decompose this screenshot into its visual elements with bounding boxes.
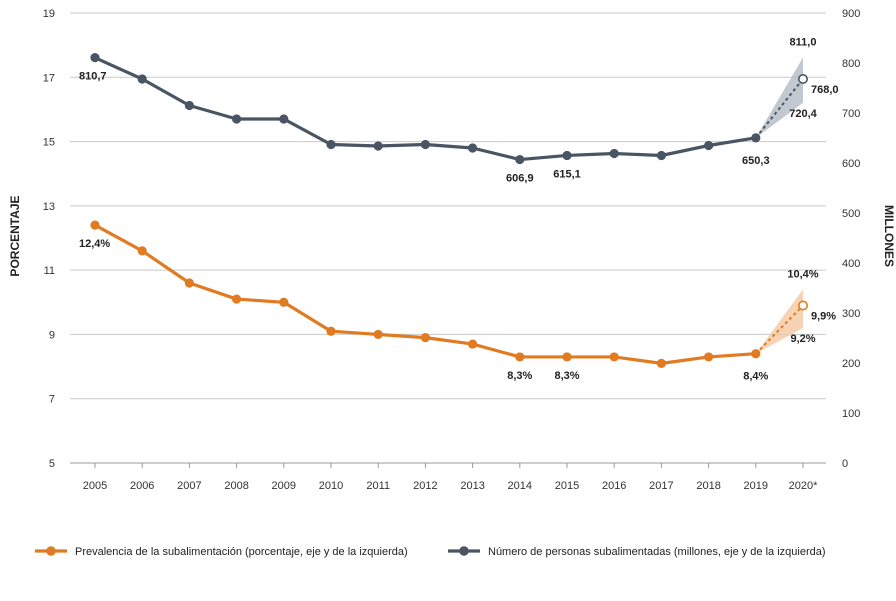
left-tick-label: 5 xyxy=(49,458,55,470)
legend: Prevalencia de la subalimentación (porce… xyxy=(35,546,826,558)
right-axis-label: MILLONES xyxy=(882,205,896,267)
data-point xyxy=(751,349,760,358)
series-points xyxy=(90,53,807,368)
left-tick-label: 17 xyxy=(43,72,55,84)
data-point xyxy=(138,74,147,83)
left-axis-label: PORCENTAJE xyxy=(8,195,22,276)
data-label: 8,3% xyxy=(554,370,579,382)
data-label: 606,9 xyxy=(506,173,534,185)
x-tick-label: 2020* xyxy=(789,480,818,492)
data-point xyxy=(657,359,666,368)
legend-label: Número de personas subalimentadas (millo… xyxy=(488,546,826,558)
x-axis-ticks: 2005 2006 2007 2008 2009 2010 2011 2012 2013 2014… xyxy=(83,463,818,492)
left-tick-label: 13 xyxy=(43,201,55,213)
right-tick-label: 700 xyxy=(842,108,860,120)
data-point xyxy=(279,298,288,307)
series-line xyxy=(95,225,756,363)
data-label: 768,0 xyxy=(811,84,839,96)
left-tick-label: 19 xyxy=(43,8,55,20)
data-label: 9,2% xyxy=(790,333,815,345)
right-axis-ticks: 900 800 700 600 500 400 300 200 100 0 xyxy=(842,8,860,470)
data-labels: 810,7 606,9 615,1 650,3 811,0 768,0 720,4 12,4%… xyxy=(79,37,839,383)
left-tick-label: 11 xyxy=(44,265,55,277)
data-label: 650,3 xyxy=(742,155,770,167)
data-point xyxy=(421,140,430,149)
left-tick-label: 9 xyxy=(49,329,55,341)
data-label: 12,4% xyxy=(79,238,110,250)
x-tick-label: 2019 xyxy=(744,480,768,492)
data-point xyxy=(421,333,430,342)
data-point xyxy=(515,155,524,164)
projection-point xyxy=(799,75,807,83)
data-point xyxy=(90,53,99,62)
data-point xyxy=(657,151,666,160)
data-point xyxy=(279,114,288,123)
data-point xyxy=(515,352,524,361)
left-axis-ticks: 19 17 15 13 11 9 7 5 xyxy=(43,8,55,470)
x-tick-label: 2008 xyxy=(224,480,248,492)
data-point xyxy=(374,330,383,339)
data-label: 811,0 xyxy=(790,37,817,49)
right-tick-label: 900 xyxy=(842,8,860,20)
data-point xyxy=(562,151,571,160)
data-point xyxy=(468,143,477,152)
data-point xyxy=(704,352,713,361)
right-tick-label: 200 xyxy=(842,358,860,370)
x-tick-label: 2012 xyxy=(413,480,437,492)
data-point xyxy=(90,221,99,230)
data-point xyxy=(232,294,241,303)
data-point xyxy=(185,101,194,110)
data-label: 8,3% xyxy=(507,370,532,382)
x-tick-label: 2005 xyxy=(83,480,107,492)
right-tick-label: 400 xyxy=(842,258,860,270)
x-tick-label: 2016 xyxy=(602,480,626,492)
legend-swatch-dot xyxy=(46,546,56,556)
data-point xyxy=(610,352,619,361)
data-point xyxy=(326,140,335,149)
data-point xyxy=(185,278,194,287)
right-tick-label: 100 xyxy=(842,408,860,420)
x-tick-label: 2009 xyxy=(272,480,296,492)
x-tick-label: 2014 xyxy=(508,480,532,492)
x-tick-label: 2006 xyxy=(130,480,154,492)
gridlines xyxy=(70,13,826,463)
data-label: 615,1 xyxy=(553,168,581,180)
right-tick-label: 500 xyxy=(842,208,860,220)
projection-band xyxy=(756,58,803,138)
data-label: 10,4% xyxy=(787,268,818,280)
legend-label: Prevalencia de la subalimentación (porce… xyxy=(75,546,408,558)
data-point xyxy=(326,327,335,336)
right-tick-label: 0 xyxy=(842,458,848,470)
left-tick-label: 15 xyxy=(43,137,55,149)
data-point xyxy=(704,141,713,150)
right-tick-label: 300 xyxy=(842,308,860,320)
projection-point xyxy=(799,301,807,309)
x-tick-label: 2013 xyxy=(460,480,484,492)
x-tick-label: 2007 xyxy=(177,480,201,492)
data-point xyxy=(232,114,241,123)
data-point xyxy=(138,246,147,255)
data-point xyxy=(468,339,477,348)
data-point xyxy=(610,149,619,158)
right-tick-label: 600 xyxy=(842,158,860,170)
data-point xyxy=(562,352,571,361)
data-point xyxy=(374,141,383,150)
data-label: 8,4% xyxy=(743,371,768,383)
left-tick-label: 7 xyxy=(49,394,55,406)
x-tick-label: 2015 xyxy=(555,480,579,492)
x-tick-label: 2011 xyxy=(366,480,390,492)
data-label: 9,9% xyxy=(811,311,836,323)
data-point xyxy=(751,133,760,142)
series-lines xyxy=(95,58,803,364)
x-tick-label: 2017 xyxy=(649,480,673,492)
data-label: 810,7 xyxy=(79,71,107,83)
x-tick-label: 2018 xyxy=(696,480,720,492)
data-label: 720,4 xyxy=(789,108,817,120)
legend-swatch-dot xyxy=(459,546,469,556)
x-tick-label: 2010 xyxy=(319,480,343,492)
right-tick-label: 800 xyxy=(842,58,860,70)
